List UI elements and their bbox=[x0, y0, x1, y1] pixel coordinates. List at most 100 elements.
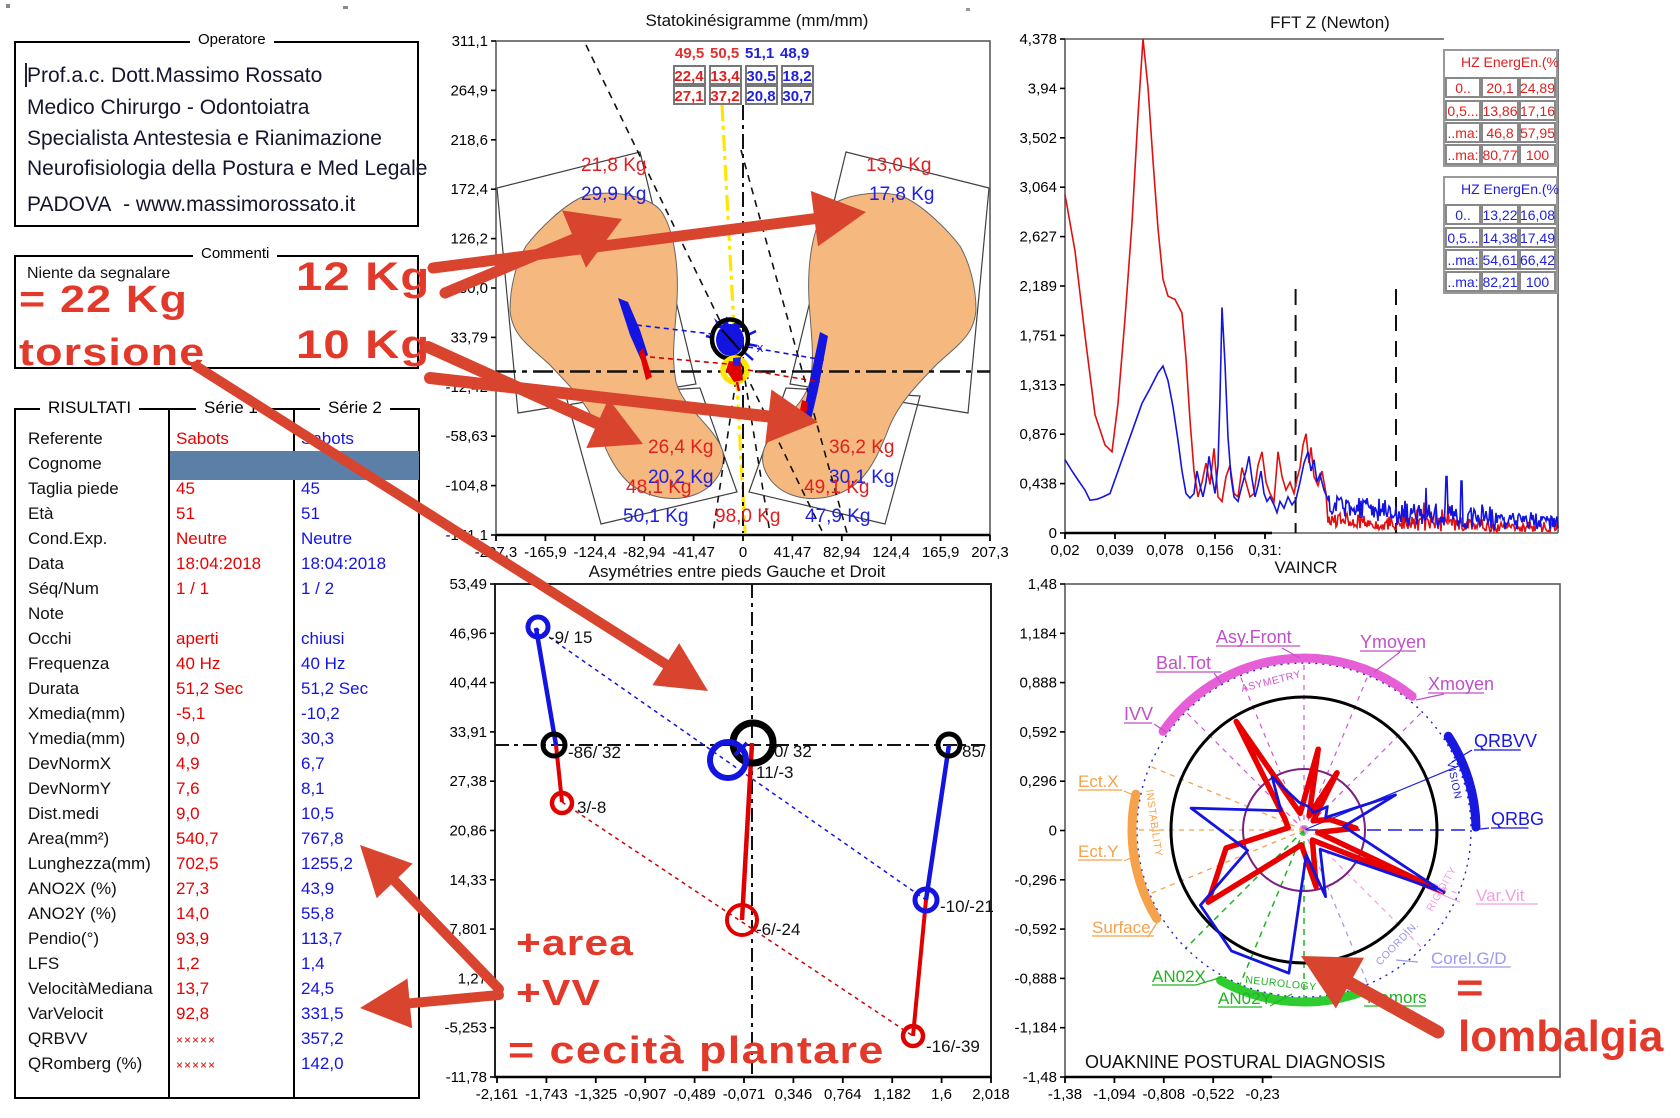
svg-text:33,91: 33,91 bbox=[449, 724, 487, 741]
svg-text:INSTABILITY: INSTABILITY bbox=[1143, 789, 1164, 858]
svg-text:-0,071: -0,071 bbox=[723, 1086, 766, 1103]
svg-text:66,42: 66,42 bbox=[1520, 252, 1555, 268]
svg-text:50,5: 50,5 bbox=[710, 45, 739, 62]
svg-text:2,189: 2,189 bbox=[1019, 278, 1057, 295]
svg-text:-0,808: -0,808 bbox=[1143, 1086, 1186, 1103]
svg-text:0,31:: 0,31: bbox=[1248, 542, 1281, 559]
svg-text:57,95: 57,95 bbox=[1520, 125, 1555, 141]
svg-text:IVV: IVV bbox=[1124, 704, 1153, 724]
svg-text:22,4: 22,4 bbox=[674, 68, 704, 85]
svg-text:3,064: 3,064 bbox=[1019, 179, 1057, 196]
svg-text:-1,743: -1,743 bbox=[525, 1086, 568, 1103]
svg-text:-86/ 32: -86/ 32 bbox=[568, 743, 621, 762]
svg-text:Var.Vit: Var.Vit bbox=[1476, 886, 1525, 905]
svg-text:3/-8: 3/-8 bbox=[577, 798, 606, 817]
svg-text:0/ 32: 0/ 32 bbox=[774, 742, 812, 761]
svg-text:..ma:: ..ma: bbox=[1447, 252, 1478, 268]
svg-text:48,1 Kg: 48,1 Kg bbox=[626, 477, 692, 498]
svg-text:HZ EnergEn.(%: HZ EnergEn.(% bbox=[1461, 181, 1559, 197]
svg-text:-1,325: -1,325 bbox=[575, 1086, 618, 1103]
svg-text:33,79: 33,79 bbox=[450, 329, 488, 346]
svg-text:0,888: 0,888 bbox=[1019, 675, 1057, 692]
svg-text:100: 100 bbox=[1526, 147, 1550, 163]
svg-text:0..: 0.. bbox=[1455, 80, 1471, 96]
svg-text:2,018: 2,018 bbox=[972, 1086, 1010, 1103]
svg-text:30,7: 30,7 bbox=[782, 88, 811, 105]
svg-text:-104,8: -104,8 bbox=[445, 478, 488, 495]
svg-text:124,4: 124,4 bbox=[872, 544, 910, 561]
svg-text:41,47: 41,47 bbox=[774, 544, 812, 561]
svg-text:Surface: Surface bbox=[1092, 918, 1151, 937]
svg-text:-0,296: -0,296 bbox=[1014, 872, 1057, 889]
svg-text:51,1: 51,1 bbox=[745, 45, 774, 62]
svg-text:0: 0 bbox=[739, 544, 747, 561]
svg-text:x: x bbox=[757, 340, 764, 355]
svg-text:36,2 Kg: 36,2 Kg bbox=[829, 437, 895, 458]
svg-text:0,039: 0,039 bbox=[1096, 542, 1134, 559]
svg-text:21,8 Kg: 21,8 Kg bbox=[581, 155, 647, 176]
svg-text:QRBVV: QRBVV bbox=[1474, 731, 1537, 751]
svg-text:82,94: 82,94 bbox=[823, 544, 861, 561]
svg-text:17,8 Kg: 17,8 Kg bbox=[869, 184, 935, 205]
svg-text:0,02: 0,02 bbox=[1050, 542, 1079, 559]
svg-text:3,94: 3,94 bbox=[1028, 80, 1057, 97]
svg-text:Ect.X: Ect.X bbox=[1078, 772, 1119, 791]
svg-text:27,1: 27,1 bbox=[674, 88, 703, 105]
svg-text:0: 0 bbox=[1049, 525, 1057, 542]
svg-text:-11,78: -11,78 bbox=[446, 1069, 487, 1086]
svg-text:82,21: 82,21 bbox=[1482, 274, 1517, 290]
svg-text:0,346: 0,346 bbox=[775, 1086, 813, 1103]
svg-text:20,2 Kg: 20,2 Kg bbox=[648, 467, 714, 488]
svg-text:-9/ 15: -9/ 15 bbox=[549, 628, 592, 647]
svg-text:0,764: 0,764 bbox=[824, 1086, 862, 1103]
svg-text:-0,23: -0,23 bbox=[1245, 1086, 1279, 1103]
svg-text:207,3: 207,3 bbox=[971, 544, 1009, 561]
svg-text:0,5...: 0,5... bbox=[1447, 230, 1478, 246]
svg-text:0,5...: 0,5... bbox=[1447, 103, 1478, 119]
svg-text:47,9 Kg: 47,9 Kg bbox=[805, 506, 871, 527]
svg-text:30,1 Kg: 30,1 Kg bbox=[829, 467, 895, 488]
svg-text:13,0 Kg: 13,0 Kg bbox=[866, 155, 932, 176]
svg-text:-10/-21: -10/-21 bbox=[940, 897, 994, 916]
svg-text:17,16: 17,16 bbox=[1520, 103, 1555, 119]
svg-text:ASYMETRY: ASYMETRY bbox=[1240, 668, 1303, 695]
svg-text:-2,161: -2,161 bbox=[476, 1086, 519, 1103]
svg-text:1,48: 1,48 bbox=[1028, 576, 1057, 593]
svg-text:0,156: 0,156 bbox=[1196, 542, 1234, 559]
svg-text:46,96: 46,96 bbox=[449, 625, 487, 642]
svg-text:20,1: 20,1 bbox=[1486, 80, 1513, 96]
svg-text:-165,9: -165,9 bbox=[524, 544, 567, 561]
svg-text:30,5: 30,5 bbox=[746, 68, 775, 85]
svg-text:Ymoyen: Ymoyen bbox=[1360, 632, 1426, 652]
svg-text:0,438: 0,438 bbox=[1019, 476, 1057, 493]
svg-text:13,4: 13,4 bbox=[710, 68, 740, 85]
svg-text:20,86: 20,86 bbox=[449, 823, 487, 840]
svg-text:-124,4: -124,4 bbox=[574, 544, 617, 561]
svg-text:-1,38: -1,38 bbox=[1048, 1086, 1082, 1103]
svg-text:14,33: 14,33 bbox=[449, 872, 487, 889]
svg-text:1,313: 1,313 bbox=[1019, 377, 1057, 394]
svg-text:Xmoyen: Xmoyen bbox=[1428, 674, 1494, 694]
svg-text:20,8: 20,8 bbox=[746, 88, 775, 105]
svg-text:13,86: 13,86 bbox=[1482, 103, 1517, 119]
svg-text:24,89: 24,89 bbox=[1520, 80, 1555, 96]
svg-text:98,0 Kg: 98,0 Kg bbox=[715, 506, 781, 527]
svg-text:-1,184: -1,184 bbox=[1014, 1020, 1057, 1037]
svg-text:1,6: 1,6 bbox=[931, 1086, 952, 1103]
svg-text:-1,48: -1,48 bbox=[1023, 1069, 1057, 1086]
svg-text:4,378: 4,378 bbox=[1019, 31, 1057, 48]
svg-text:29,9 Kg: 29,9 Kg bbox=[581, 184, 647, 205]
svg-text:126,2: 126,2 bbox=[450, 231, 488, 248]
svg-text:1,751: 1,751 bbox=[1019, 327, 1057, 344]
svg-text:46,8: 46,8 bbox=[1486, 125, 1513, 141]
svg-text:-0,592: -0,592 bbox=[1014, 921, 1057, 938]
svg-text:18,2: 18,2 bbox=[782, 68, 811, 85]
svg-text:48,9: 48,9 bbox=[780, 45, 809, 62]
svg-text:218,6: 218,6 bbox=[450, 132, 488, 149]
svg-text:AN02X: AN02X bbox=[1152, 967, 1206, 986]
svg-text:Statokinésigramme (mm/mm): Statokinésigramme (mm/mm) bbox=[646, 11, 869, 30]
svg-text:0,592: 0,592 bbox=[1019, 724, 1057, 741]
svg-text:Ect.Y: Ect.Y bbox=[1078, 842, 1119, 861]
svg-text:37,2: 37,2 bbox=[710, 88, 739, 105]
svg-text:Asy.Front: Asy.Front bbox=[1216, 627, 1292, 647]
